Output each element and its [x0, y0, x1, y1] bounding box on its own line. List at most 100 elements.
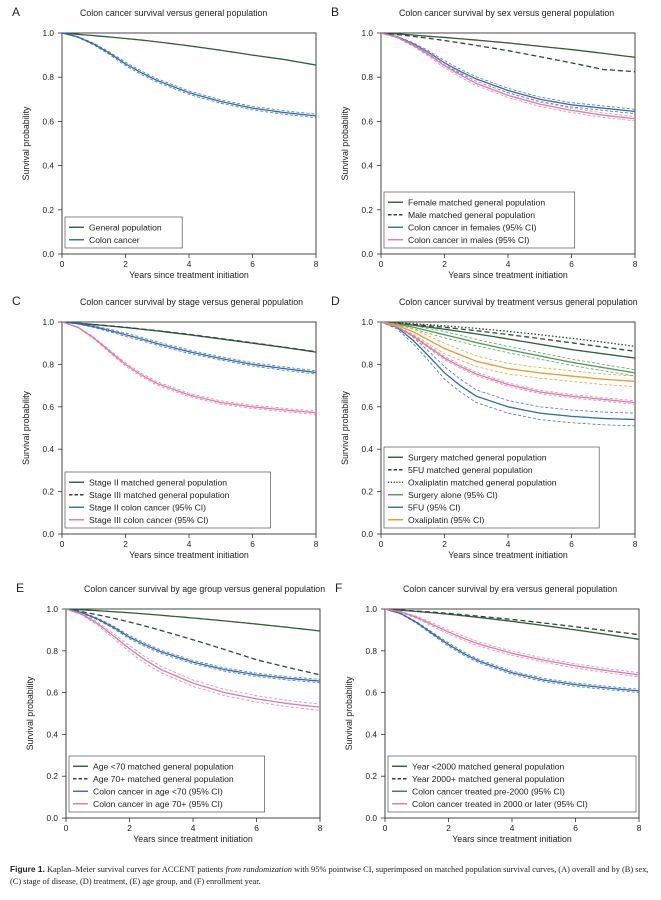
y-tick-label: 0.4: [42, 444, 54, 454]
series-line: [384, 608, 640, 636]
x-tick-label: 8: [637, 823, 642, 833]
series-1: [384, 608, 640, 640]
series-4: [61, 321, 317, 415]
panel-letter: A: [12, 5, 20, 19]
legend-label: Year 2000+ matched general population: [412, 774, 565, 784]
panel-letter: B: [331, 5, 339, 19]
legend: Year <2000 matched general population Yea…: [387, 755, 637, 813]
chart-title: Colon cancer survival by treatment versu…: [399, 297, 638, 307]
series-line: [61, 321, 317, 353]
series-line: [61, 321, 317, 414]
legend-label: Female matched general population: [408, 197, 545, 207]
series-line: [384, 608, 640, 692]
series-4: [384, 608, 640, 678]
ci-bound: [380, 321, 636, 377]
legend-label: Stage III matched general population: [89, 490, 230, 500]
figure-caption: Figure 1. Kaplan–Meier survival curves f…: [10, 863, 658, 888]
ci-bound: [61, 32, 317, 119]
legend-label: Colon cancer in females (95% CI): [408, 222, 537, 232]
series-2: [380, 321, 636, 352]
y-tick-label: 0.2: [42, 205, 54, 215]
x-tick-label: 4: [187, 259, 192, 269]
y-tick-label: 0.2: [42, 487, 54, 497]
y-tick-label: 0.6: [42, 402, 54, 412]
ci-bound: [65, 608, 321, 705]
legend-box: [383, 191, 576, 249]
x-tick-label: 2: [123, 259, 128, 269]
series-4: [65, 608, 321, 711]
ci-bound: [61, 321, 317, 375]
ci-bound: [384, 608, 640, 678]
legend: Surgery matched general population 5FU ma…: [383, 446, 600, 529]
ci-bound: [380, 32, 636, 117]
series-line: [380, 321, 636, 348]
legend: General population Colon cancer: [64, 216, 183, 249]
y-tick-label: 0.8: [42, 72, 54, 82]
panel-c: C Colon cancer survival by stage versus g…: [12, 294, 319, 560]
x-tick-label: 0: [60, 259, 65, 269]
series-line: [61, 32, 317, 117]
x-tick-label: 0: [64, 823, 69, 833]
y-axis-label: Survival probability: [344, 676, 354, 750]
x-tick-label: 8: [318, 823, 323, 833]
ci-bound: [65, 608, 321, 684]
y-tick-label: 1.0: [42, 317, 54, 327]
legend-label: Colon cancer in age <70 (95% CI): [93, 786, 223, 796]
caption-text-before: Kaplan–Meier survival curves for ACCENT …: [47, 865, 224, 874]
series-line: [380, 321, 636, 383]
y-tick-label: 0.2: [361, 487, 373, 497]
y-tick-label: 1.0: [361, 28, 373, 38]
series-line: [380, 32, 636, 58]
y-axis-label: Survival probability: [340, 106, 350, 180]
y-tick-label: 0.8: [361, 72, 373, 82]
x-tick-label: 4: [191, 823, 196, 833]
panel-letter: D: [331, 294, 340, 308]
x-tick-label: 4: [506, 539, 511, 549]
y-tick-label: 0.4: [42, 161, 54, 171]
x-tick-label: 8: [314, 539, 319, 549]
panel-a: A Colon cancer survival versus general po…: [12, 5, 319, 280]
y-tick-label: 0.4: [365, 729, 377, 739]
legend-label: Colon cancer: [89, 235, 140, 245]
y-tick-label: 0.0: [42, 529, 54, 539]
legend-label: Oxaliplatin matched general population: [408, 477, 557, 487]
series-2: [380, 32, 636, 73]
series-line: [380, 321, 636, 374]
series-line: [61, 321, 317, 353]
panel-letter: F: [335, 581, 342, 595]
chart-title: Colon cancer survival by sex versus gene…: [399, 8, 614, 18]
y-tick-label: 0.8: [361, 359, 373, 369]
y-tick-label: 0.8: [42, 359, 54, 369]
y-tick-label: 0.0: [365, 813, 377, 823]
x-tick-label: 8: [633, 539, 638, 549]
y-tick-label: 0.0: [42, 249, 54, 259]
series-1: [380, 32, 636, 58]
legend-label: Year <2000 matched general population: [412, 761, 565, 771]
x-tick-label: 0: [379, 259, 384, 269]
series-1: [65, 608, 321, 632]
x-axis-label: Years since treatment initiation: [448, 550, 568, 560]
series-3: [61, 321, 317, 375]
legend-label: Stage II colon cancer (95% CI): [89, 502, 206, 512]
y-tick-label: 0.4: [361, 444, 373, 454]
series-2: [61, 321, 317, 353]
ci-bound: [380, 321, 636, 402]
chart-title: Colon cancer survival by age group versu…: [84, 584, 325, 594]
series-line: [380, 321, 636, 421]
series-3: [380, 32, 636, 115]
x-axis-label: Years since treatment initiation: [129, 270, 249, 280]
x-tick-label: 6: [250, 539, 255, 549]
x-tick-label: 6: [573, 823, 578, 833]
x-tick-label: 6: [250, 259, 255, 269]
chart-title: Colon cancer survival by stage versus ge…: [80, 297, 303, 307]
y-tick-label: 0.6: [365, 688, 377, 698]
x-axis-label: Years since treatment initiation: [448, 270, 568, 280]
series-2: [61, 32, 317, 119]
y-tick-label: 0.6: [361, 116, 373, 126]
ci-bound: [380, 321, 636, 388]
legend-label: Oxaliplatin (95% CI): [408, 515, 485, 525]
chart-title: Colon cancer survival versus general pop…: [80, 8, 267, 18]
legend-label: Surgery matched general population: [408, 452, 547, 462]
series-4: [380, 321, 636, 377]
